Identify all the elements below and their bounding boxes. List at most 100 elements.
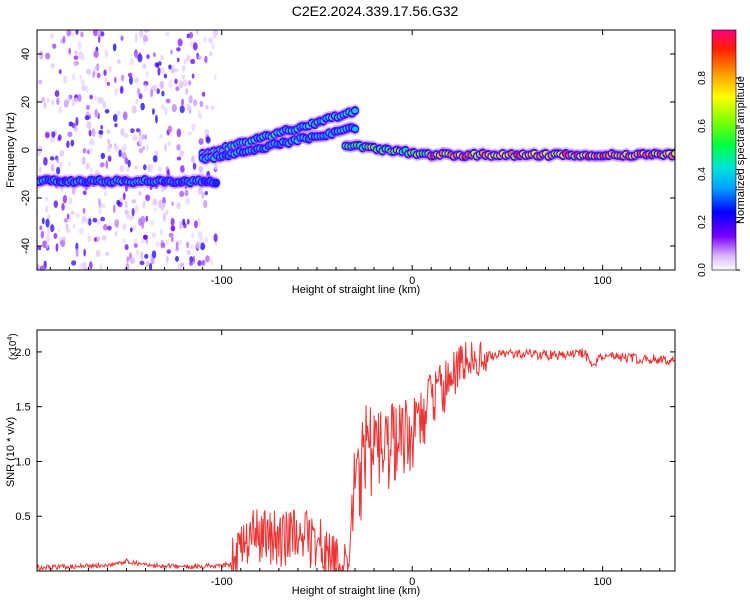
snr-x-tick-label: -100	[211, 576, 233, 588]
noise-speck	[151, 257, 155, 265]
noise-speck	[133, 165, 138, 170]
noise-speck	[86, 68, 92, 75]
noise-speck	[130, 128, 135, 134]
noise-speck	[83, 248, 86, 257]
noise-speck	[138, 136, 142, 145]
colorbar-ticks: 0.0 0.2 0.4 0.6 0.8	[697, 71, 740, 277]
band-core	[213, 180, 220, 186]
noise-speck	[201, 91, 206, 97]
noise-speck	[56, 156, 59, 164]
noise-speck	[176, 144, 181, 151]
spectrogram-y-tick-label: 20	[20, 96, 32, 108]
noise-speck	[145, 215, 149, 222]
noise-speck	[57, 134, 62, 141]
noise-speck	[205, 255, 210, 263]
noise-speck	[181, 74, 186, 80]
noise-speck	[196, 30, 200, 36]
noise-speck	[115, 110, 121, 116]
noise-speck	[186, 250, 192, 256]
noise-speck	[131, 104, 135, 111]
noise-speck	[171, 104, 177, 113]
noise-speck	[142, 34, 148, 42]
noise-speck	[43, 157, 48, 166]
noise-speck	[165, 31, 170, 36]
noise-speck	[136, 88, 141, 96]
noise-speck	[165, 239, 169, 245]
noise-speck	[72, 224, 76, 229]
noise-speck	[61, 202, 65, 211]
noise-speck	[151, 232, 157, 239]
noise-speck	[160, 70, 165, 75]
noise-speck	[38, 79, 43, 84]
spectrogram-panel: -100 0 100 -40 -20 0 20 40 Height of straight …	[5, 29, 676, 296]
noise-speck	[138, 191, 142, 196]
noise-speck	[100, 216, 106, 222]
noise-speck	[106, 129, 110, 135]
colorbar-frame	[711, 29, 737, 271]
noise-speck	[131, 199, 137, 204]
noise-speck	[51, 99, 54, 106]
snr-y-scale-label: (x104)	[7, 333, 19, 360]
noise-speck	[112, 43, 117, 52]
noise-speck	[161, 104, 165, 110]
noise-speck	[119, 196, 124, 203]
noise-speck	[45, 205, 48, 213]
noise-speck	[198, 165, 203, 173]
noise-speck	[154, 207, 157, 212]
noise-speck	[62, 35, 66, 44]
noise-speck	[212, 32, 217, 40]
noise-speck	[155, 241, 160, 247]
noise-speck	[211, 105, 215, 110]
noise-speck	[144, 253, 149, 259]
noise-speck	[136, 128, 140, 133]
noise-speck	[145, 70, 149, 78]
noise-speck	[188, 95, 193, 104]
noise-speck	[91, 128, 96, 137]
noise-speck	[166, 168, 170, 177]
noise-speck	[122, 192, 126, 200]
noise-speck	[163, 73, 168, 79]
noise-speck	[193, 99, 198, 107]
noise-speck	[96, 30, 102, 38]
noise-speck	[73, 97, 79, 105]
noise-speck	[179, 150, 185, 157]
noise-speck	[170, 217, 175, 227]
noise-speck	[70, 31, 74, 37]
noise-speck	[37, 149, 41, 157]
noise-speck	[198, 138, 204, 145]
noise-speck	[155, 114, 158, 124]
noise-speck	[166, 249, 172, 254]
snr-y-tick-label: 1.5	[15, 402, 30, 414]
noise-speck	[63, 99, 69, 108]
noise-speck	[181, 64, 186, 72]
noise-speck	[77, 94, 82, 103]
noise-speck	[114, 123, 118, 128]
noise-speck	[203, 199, 208, 209]
noise-speck	[70, 139, 75, 147]
noise-speck	[41, 217, 45, 225]
signal-band	[37, 173, 222, 190]
noise-speck	[68, 196, 73, 205]
noise-speck	[68, 121, 74, 127]
spectrogram-x-tick-label: 100	[593, 275, 611, 287]
noise-speck	[190, 58, 196, 65]
noise-speck	[160, 55, 164, 61]
noise-speck	[167, 125, 173, 133]
band-core	[352, 126, 359, 132]
noise-speck	[89, 167, 93, 174]
noise-speck	[152, 52, 156, 57]
noise-speck	[63, 75, 68, 84]
noise-speck	[189, 31, 194, 39]
noise-speck	[78, 227, 84, 235]
noise-speck	[157, 166, 162, 172]
noise-speck	[119, 164, 125, 173]
noise-speck	[199, 237, 204, 243]
snr-y-tick-label: 1.0	[15, 456, 30, 468]
noise-speck	[168, 232, 174, 238]
noise-speck	[80, 31, 84, 38]
noise-speck	[92, 70, 96, 79]
noise-speck	[81, 156, 86, 166]
noise-speck	[66, 30, 72, 37]
noise-speck	[124, 209, 129, 215]
noise-speck	[60, 239, 66, 247]
